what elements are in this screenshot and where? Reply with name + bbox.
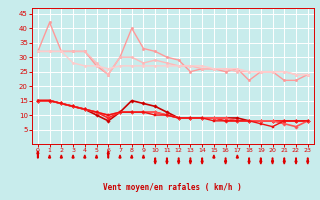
Text: Vent moyen/en rafales ( km/h ): Vent moyen/en rafales ( km/h ) xyxy=(103,183,242,192)
